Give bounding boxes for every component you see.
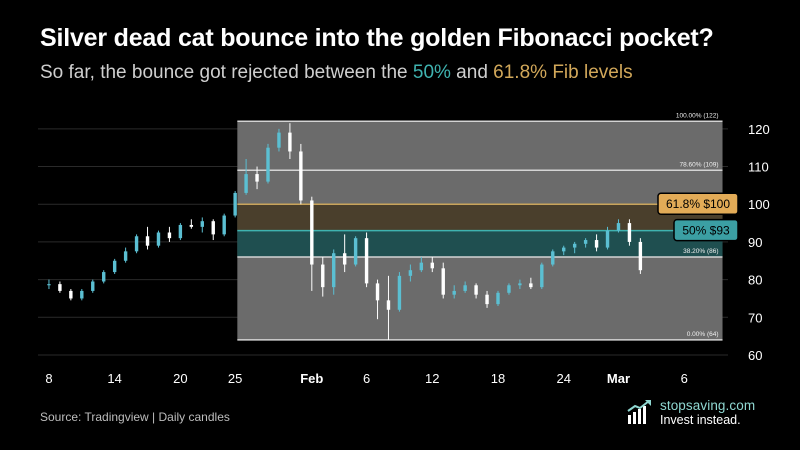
y-tick-label-70: 70 — [748, 310, 762, 325]
golden-pocket-zone — [237, 204, 723, 231]
candle-body-7 — [123, 251, 128, 261]
fib-label-64: 0.00% (64) — [687, 331, 719, 338]
subtitle-prefix: So far, the bounce got rejected between … — [40, 62, 413, 83]
candle-body-51 — [605, 230, 610, 248]
candle-body-16 — [222, 215, 226, 235]
candle-body-41 — [496, 292, 500, 305]
candle-body-17 — [233, 192, 237, 216]
x-tick-label-20: 20 — [173, 371, 187, 386]
candle-body-33 — [408, 270, 413, 276]
candle-body-5 — [102, 272, 106, 282]
candle-body-20 — [266, 147, 270, 182]
candle-body-47 — [562, 247, 566, 252]
fib-label-86: 38.20% (86) — [683, 248, 718, 255]
fib-badge-100 — [657, 192, 739, 215]
candle-body-28 — [353, 238, 358, 265]
y-tick-label-120: 120 — [748, 122, 770, 137]
candle-body-13 — [189, 224, 194, 227]
brand-logo: stopsaving.com Invest instead. — [627, 398, 777, 428]
candle-body-37 — [452, 290, 456, 295]
subtitle-mid: and — [450, 62, 494, 83]
candle-body-32 — [397, 275, 402, 310]
candle-body-31 — [386, 300, 391, 310]
candle-body-36 — [441, 268, 445, 295]
candle-body-23 — [299, 151, 303, 201]
x-tick-label-14: 14 — [107, 371, 121, 386]
candle-body-49 — [583, 240, 588, 244]
fib-badge-label-100: 61.8% $100 — [666, 197, 730, 211]
candle-body-9 — [145, 236, 150, 246]
candle-body-15 — [211, 221, 215, 235]
bar-chart-growth-icon — [627, 400, 651, 424]
x-tick-label-12: 12 — [425, 371, 439, 386]
candle-body-48 — [572, 243, 577, 248]
x-tick-label-6: 6 — [363, 371, 370, 386]
y-tick-label-60: 60 — [748, 348, 762, 363]
candle-body-34 — [419, 262, 424, 271]
brand-name: stopsaving.com — [660, 398, 756, 413]
candle-body-50 — [594, 240, 599, 248]
candle-body-22 — [288, 132, 292, 152]
candle-body-8 — [134, 236, 139, 252]
candle-body-3 — [80, 290, 84, 299]
chart-title: Silver dead cat bounce into the golden F… — [40, 24, 714, 52]
x-tick-label-Mar: Mar — [607, 371, 630, 386]
x-tick-label-25: 25 — [228, 371, 242, 386]
candle-body-29 — [364, 238, 369, 284]
y-tick-label-90: 90 — [748, 235, 762, 250]
candle-body-44 — [529, 283, 533, 288]
candle-body-27 — [342, 253, 347, 265]
y-tick-label-80: 80 — [748, 273, 762, 288]
candle-body-10 — [156, 232, 161, 246]
candle-body-42 — [507, 285, 511, 293]
candle-body-24 — [310, 200, 314, 265]
chart-subtitle: So far, the bounce got rejected between … — [40, 62, 633, 84]
candle-body-14 — [200, 221, 204, 227]
brand-tagline: Invest instead. — [660, 413, 741, 427]
candle-body-1 — [58, 284, 62, 291]
candle-body-54 — [638, 241, 643, 271]
candle-body-4 — [91, 281, 95, 291]
candle-body-0 — [47, 284, 51, 286]
candle-body-26 — [332, 253, 336, 288]
x-tick-label-8: 8 — [45, 371, 52, 386]
candle-body-2 — [69, 290, 73, 299]
candle-body-25 — [321, 264, 325, 288]
candle-body-43 — [518, 283, 522, 286]
fib-badge-label-93: 50% $93 — [682, 224, 730, 238]
y-tick-label-110: 110 — [748, 160, 769, 175]
candle-body-30 — [375, 283, 380, 301]
x-tick-label-24: 24 — [556, 371, 570, 386]
candle-body-53 — [627, 223, 632, 242]
subtitle-618-percent: 61.8% Fib levels — [493, 62, 633, 83]
fib-label-109: 78.60% (109) — [679, 161, 718, 168]
candle-body-11 — [167, 232, 172, 239]
candle-body-6 — [112, 260, 117, 273]
y-tick-label-100: 100 — [748, 197, 770, 212]
candle-body-19 — [255, 174, 259, 182]
candle-body-52 — [616, 223, 621, 231]
candle-body-46 — [551, 251, 555, 265]
subtitle-50-percent: 50% — [412, 62, 451, 83]
source-note: Source: Tradingview | Daily candles — [40, 410, 230, 424]
candle-body-12 — [178, 224, 183, 239]
candle-body-21 — [277, 132, 281, 148]
candle-body-40 — [485, 294, 489, 305]
candle-body-39 — [474, 285, 478, 295]
x-tick-label-Feb: Feb — [300, 371, 323, 386]
fib-badge-93 — [673, 218, 739, 242]
candle-body-38 — [463, 285, 467, 291]
candle-body-45 — [540, 264, 544, 288]
fib-label-122: 100.00% (122) — [676, 112, 719, 119]
x-tick-label-18: 18 — [491, 371, 505, 386]
x-tick-label-6: 6 — [681, 371, 688, 386]
candle-body-35 — [430, 262, 434, 269]
candle-body-18 — [244, 174, 248, 193]
